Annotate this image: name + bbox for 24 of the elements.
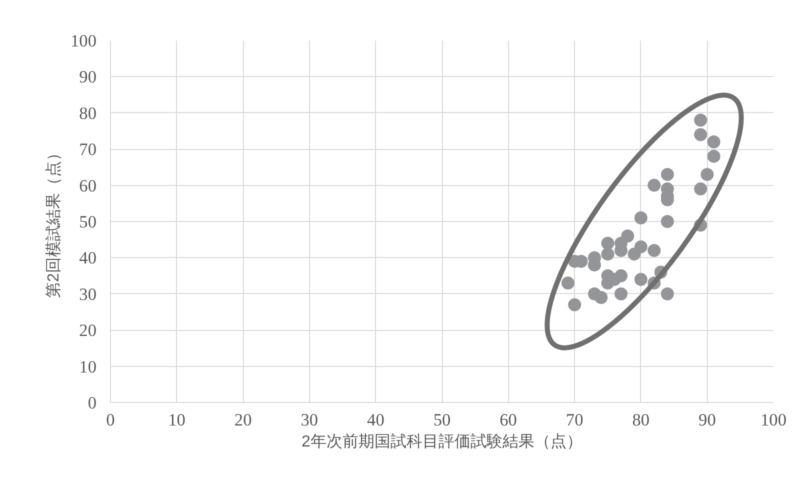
x-tick-label: 70 xyxy=(566,410,584,430)
x-tick-label: 10 xyxy=(168,410,186,430)
x-axis-title: 2年次前期国試科目評価試験結果（点） xyxy=(302,432,582,450)
y-tick-label: 30 xyxy=(79,284,96,304)
x-tick-label: 30 xyxy=(300,410,318,430)
x-tick-label: 40 xyxy=(367,410,384,430)
y-tick-label: 70 xyxy=(79,140,96,160)
y-tick-label: 100 xyxy=(70,32,97,50)
y-tick-label: 90 xyxy=(79,68,96,87)
x-tick-label: 80 xyxy=(632,410,650,430)
y-tick-label: 10 xyxy=(79,357,96,376)
x-tick-label: 50 xyxy=(433,410,451,430)
x-tick-label: 60 xyxy=(500,410,517,430)
x-tick-label: 20 xyxy=(234,410,252,430)
y-tick-label: 60 xyxy=(79,176,96,196)
y-tick-label: 20 xyxy=(79,321,96,340)
y-tick-label: 50 xyxy=(79,212,96,232)
x-tick-label: 100 xyxy=(760,410,787,430)
x-tick-label: 0 xyxy=(106,410,115,430)
y-tick-label: 0 xyxy=(88,394,97,412)
y-axis-title: 第2回模試結果（点） xyxy=(44,145,63,298)
y-tick-label: 80 xyxy=(79,104,96,123)
x-tick-label: 90 xyxy=(698,410,716,430)
y-tick-label: 40 xyxy=(79,248,96,268)
